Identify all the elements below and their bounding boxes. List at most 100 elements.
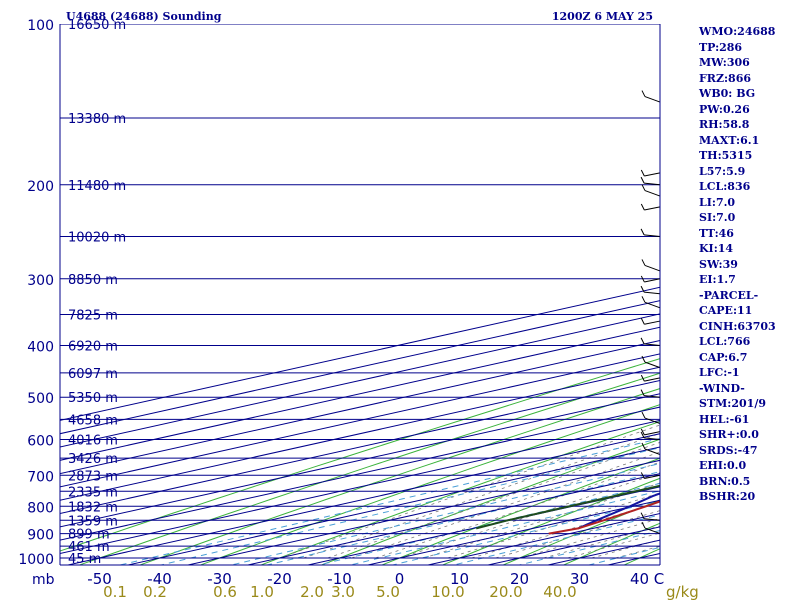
wind-barb — [644, 377, 661, 382]
wind-barb — [644, 278, 661, 283]
dry-adiabat — [501, 499, 660, 565]
index-line: TH:5315 — [699, 149, 753, 162]
index-line: CAP:6.7 — [699, 350, 748, 364]
wind-barb-feather — [641, 90, 646, 97]
wind-barb — [644, 190, 661, 197]
temperature-tick-label: 30 — [570, 570, 589, 588]
height-label: 45 m — [68, 552, 101, 567]
wind-barb-feather — [641, 184, 646, 191]
height-label: 5350 m — [68, 391, 118, 406]
isotherm — [125, 446, 660, 565]
wind-barb — [644, 206, 661, 211]
height-label: 7825 m — [68, 309, 118, 324]
dry-adiabat — [380, 457, 660, 565]
temperature-tick-label: 10 — [450, 570, 469, 588]
isotherm — [60, 353, 660, 488]
pressure-label: 600 — [27, 434, 54, 450]
pressure-label: 900 — [27, 528, 54, 544]
mixing-ratio-label: 0.1 — [103, 583, 127, 600]
moist-adiabat — [447, 492, 660, 559]
wind-barb-feather — [640, 176, 645, 184]
height-label: 4658 m — [68, 413, 118, 428]
pressure-label: 300 — [27, 273, 54, 289]
wind-barb-feather — [640, 431, 645, 439]
mixing-ratio-label: g/kg — [666, 583, 699, 600]
dry-adiabat — [60, 358, 660, 552]
height-label: 10020 m — [68, 230, 126, 245]
pressure-label: 1000 — [18, 552, 54, 568]
mixing-ratio-label: 2.0 — [300, 583, 324, 600]
wind-barb — [644, 320, 661, 325]
wind-barb-feather — [641, 521, 646, 529]
pressure-label: 200 — [27, 179, 54, 195]
index-line: KI:14 — [699, 242, 734, 255]
wind-barb — [644, 518, 661, 521]
mixing-ratio-label: 3.0 — [331, 583, 355, 600]
isotherm — [60, 406, 660, 541]
temperature-profile — [548, 500, 660, 535]
index-line: HEL:-61 — [699, 412, 750, 426]
index-line: FRZ:866 — [699, 71, 752, 85]
wind-barb-feather — [641, 411, 646, 419]
wind-barb — [644, 264, 661, 272]
temperature-tick-label: -40 — [147, 570, 172, 588]
mixing-ratio-line — [265, 471, 660, 565]
index-line: SHR+:0.0 — [699, 428, 759, 441]
temperature-tick-label: -10 — [327, 570, 352, 588]
index-line: TT:46 — [699, 226, 734, 240]
index-line: LI:7.0 — [699, 195, 736, 209]
height-label: 899 m — [68, 528, 110, 543]
wind-barb-feather — [640, 337, 645, 345]
chart-title: U4688 (24688) Sounding — [66, 10, 222, 23]
height-label: 6097 m — [68, 367, 118, 382]
dry-adiabat — [441, 477, 660, 565]
dry-adiabat — [199, 404, 660, 565]
isotherm — [245, 473, 660, 565]
wind-barb-feather — [640, 203, 645, 211]
wind-barb-feather — [640, 389, 645, 396]
height-label: 2873 m — [68, 469, 118, 484]
wind-barb — [644, 474, 661, 479]
dry-adiabat — [259, 420, 660, 565]
height-label: 6920 m — [68, 340, 118, 355]
chart-time: 1200Z 6 MAY 25 — [552, 10, 653, 23]
wind-barb — [644, 172, 661, 177]
wind-barb-feather — [640, 318, 645, 325]
temperature-tick-label: -30 — [207, 570, 232, 588]
wind-barb — [644, 234, 661, 237]
mixing-ratio-line — [117, 438, 660, 565]
wind-barb — [644, 361, 661, 369]
isotherm — [60, 419, 660, 554]
pressure-label: 400 — [27, 340, 54, 356]
index-line: EHI:0.0 — [699, 459, 747, 472]
mixing-ratio-label: 1.0 — [250, 583, 274, 600]
height-label: 2335 m — [68, 485, 118, 500]
index-line: EI:1.7 — [699, 273, 736, 286]
index-line: SRDS:-47 — [699, 443, 758, 457]
wind-barb-feather — [641, 355, 646, 363]
isotherm — [60, 379, 660, 515]
wind-barb-feather — [641, 259, 646, 266]
moist-adiabat — [375, 461, 660, 559]
wind-barb — [644, 431, 661, 436]
mixing-ratio-label: 20.0 — [489, 583, 522, 600]
index-line: BSHR:20 — [699, 490, 756, 503]
parcel-path — [577, 492, 660, 530]
isotherm — [60, 393, 660, 528]
height-label: 11480 m — [68, 179, 126, 194]
wind-barb — [644, 395, 661, 398]
index-line: STM:201/9 — [699, 397, 766, 410]
mixing-ratio-label: 0.6 — [213, 583, 237, 600]
wind-barb-feather — [640, 228, 645, 236]
mixing-ratio-label: 10.0 — [431, 583, 464, 600]
wind-barb — [644, 343, 661, 346]
wind-barb — [644, 96, 661, 103]
index-line: CAPE:11 — [699, 304, 753, 317]
index-line: -WIND- — [699, 381, 745, 395]
dry-adiabat — [78, 372, 660, 565]
wind-barb-feather — [640, 275, 645, 283]
dry-adiabat — [138, 388, 660, 565]
index-line: SI:7.0 — [699, 211, 736, 224]
mixing-ratio-line — [517, 529, 660, 565]
